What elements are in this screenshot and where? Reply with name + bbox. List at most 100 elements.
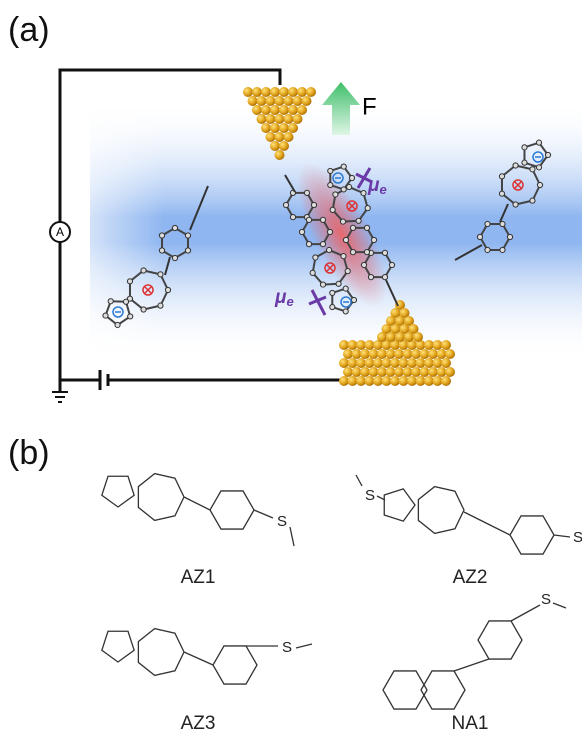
bond <box>184 652 213 665</box>
atom <box>530 167 535 172</box>
gold-atom <box>386 332 396 342</box>
gold-atom <box>284 96 294 106</box>
bond <box>296 644 312 648</box>
gold-atom <box>445 349 455 359</box>
bond <box>454 659 489 671</box>
atom <box>327 229 332 234</box>
ring <box>138 629 184 676</box>
atom <box>336 281 341 286</box>
atom <box>306 217 311 222</box>
gold-atom <box>441 376 451 386</box>
atom <box>356 218 361 223</box>
atom <box>172 225 177 230</box>
atom <box>500 247 505 252</box>
gold-atom <box>261 123 271 133</box>
atom <box>499 174 504 179</box>
atom <box>351 297 356 302</box>
gold-atom <box>441 358 451 368</box>
bond <box>511 605 540 621</box>
bond <box>554 535 570 537</box>
atom <box>341 164 346 169</box>
gold-atom <box>284 114 294 124</box>
atom <box>350 250 355 255</box>
atom <box>350 225 355 230</box>
ring <box>102 476 134 507</box>
gold-atom <box>257 114 267 124</box>
atom <box>530 198 535 203</box>
atom <box>327 247 332 252</box>
atom <box>128 314 133 319</box>
atom <box>115 322 120 327</box>
atom <box>485 247 490 252</box>
ring <box>478 621 522 659</box>
gold-atom <box>288 123 298 133</box>
gold-atom <box>288 87 298 97</box>
molecule-name: AZ3 <box>181 713 216 734</box>
atom-label: S <box>277 513 287 530</box>
atom <box>545 152 550 157</box>
gold-atom <box>413 332 423 342</box>
atom <box>365 206 370 211</box>
atom <box>513 163 518 168</box>
atom <box>159 233 164 238</box>
atom <box>328 168 333 173</box>
atom <box>537 182 542 187</box>
gold-atom <box>275 114 285 124</box>
ammeter-label: A <box>56 225 64 239</box>
atom <box>382 275 387 280</box>
ring <box>384 489 415 521</box>
atom <box>310 270 315 275</box>
gold-atom <box>266 114 276 124</box>
atom <box>536 165 541 170</box>
atom <box>343 237 348 242</box>
gold-atom <box>257 96 267 106</box>
gold-atom <box>279 87 289 97</box>
ring <box>210 491 254 529</box>
gold-atom <box>279 141 289 151</box>
atom <box>507 234 512 239</box>
bond <box>254 510 273 518</box>
molecule-name: AZ2 <box>453 567 488 588</box>
atom <box>330 304 335 309</box>
mu-sub: e <box>379 182 386 197</box>
mu: μ <box>367 175 380 196</box>
atom <box>522 145 527 150</box>
atom <box>141 307 146 312</box>
atom <box>103 313 108 318</box>
gold-atom <box>293 114 303 124</box>
gold-atom <box>275 96 285 106</box>
atom <box>158 272 163 277</box>
gold-atom <box>243 87 253 97</box>
atom <box>341 187 346 192</box>
bond <box>356 475 362 486</box>
bond <box>290 527 294 546</box>
ring <box>418 487 464 534</box>
gold-atom <box>404 332 414 342</box>
gold-atom <box>266 96 276 106</box>
atom <box>485 221 490 226</box>
gold-atom <box>270 105 280 115</box>
gold-atom <box>377 332 387 342</box>
gold-atom <box>302 96 312 106</box>
atom <box>313 255 318 260</box>
bond <box>553 603 566 608</box>
atom <box>299 229 304 234</box>
atom <box>522 160 527 165</box>
atom-label: S <box>573 529 582 546</box>
gold-atom <box>293 96 303 106</box>
gold-atom <box>261 105 271 115</box>
atom <box>513 202 518 207</box>
atom <box>361 262 366 267</box>
atom <box>185 233 190 238</box>
atom <box>343 309 348 314</box>
ring <box>510 516 554 554</box>
gold-atom <box>275 150 285 160</box>
atom <box>320 242 325 247</box>
gold-atom <box>445 367 455 377</box>
gold-atom <box>279 105 289 115</box>
atom <box>330 290 335 295</box>
atom <box>311 202 316 207</box>
bond <box>184 497 210 510</box>
gold-atom <box>270 141 280 151</box>
gold-atom <box>266 132 276 142</box>
